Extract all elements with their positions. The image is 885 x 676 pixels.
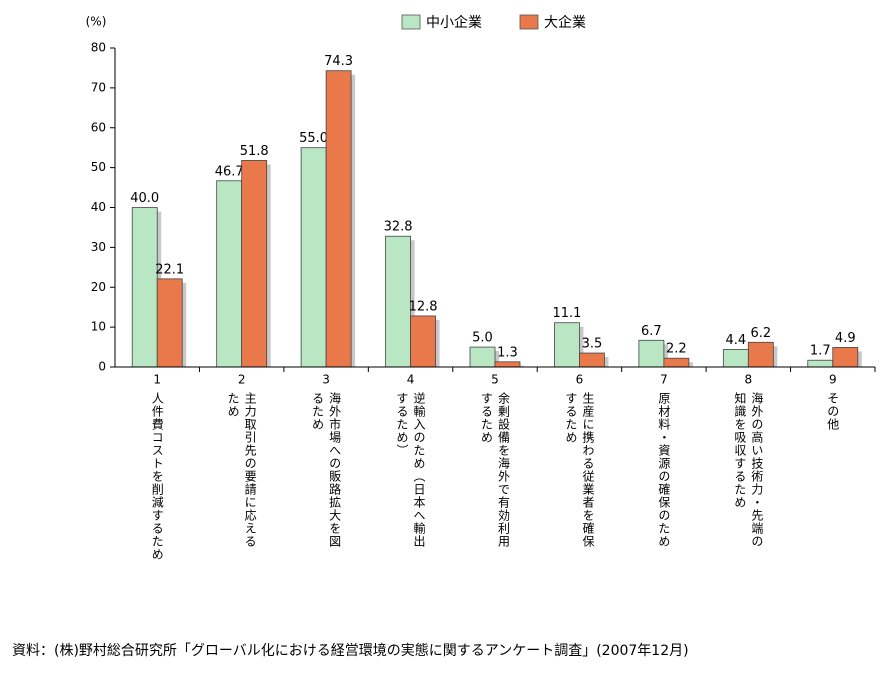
value-label: 2.2 [666, 342, 687, 357]
category-text: 余剰設備を海外で有効利用 [497, 391, 511, 548]
category-text: 逆輸入のため（日本へ輸出 [412, 391, 426, 548]
category-text: ため [226, 392, 240, 418]
bar [300, 147, 327, 368]
legend-swatch [519, 14, 539, 30]
category-text: するため） [395, 392, 409, 457]
category-text: 原材料・資源の確保のため [657, 392, 671, 548]
legend-label: 中小企業 [426, 14, 482, 31]
value-label: 6.2 [750, 326, 771, 341]
category-number: 3 [322, 373, 330, 387]
category-text: その他 [826, 392, 840, 431]
bar [663, 357, 690, 368]
bar [131, 207, 158, 368]
value-label: 51.8 [240, 144, 269, 159]
bar [579, 352, 605, 368]
value-label: 11.1 [552, 306, 581, 321]
value-label: 12.8 [409, 299, 438, 314]
value-label: 4.4 [725, 333, 746, 348]
legend-label: 大企業 [544, 14, 586, 31]
y-tick-label: 0 [98, 360, 106, 374]
value-label: 74.3 [324, 54, 353, 69]
bar [747, 341, 774, 368]
category-number: 2 [238, 373, 246, 387]
category-text: 海外市場への販路拡大を図 [328, 391, 342, 548]
legend-swatch [401, 14, 421, 30]
category-number: 6 [576, 373, 584, 387]
bar [638, 339, 665, 368]
y-tick-label: 50 [91, 160, 106, 174]
value-label: 4.9 [835, 331, 856, 346]
bar [325, 70, 352, 368]
bar [722, 349, 749, 368]
value-label: 55.0 [299, 131, 328, 146]
bar [241, 160, 268, 368]
value-label: 22.1 [155, 262, 184, 277]
bar [469, 346, 496, 368]
category-number: 4 [407, 373, 415, 387]
category-text: するため [480, 392, 494, 444]
y-unit: (%) [86, 15, 107, 29]
bar [216, 180, 243, 368]
bar [156, 278, 183, 368]
category-text: するため [564, 392, 578, 444]
category-text: 人件費コストを削減するため [150, 392, 164, 561]
category-text: 生産に携わる従業者を確保 [581, 392, 595, 548]
y-tick-label: 60 [91, 120, 106, 134]
category-number: 5 [491, 373, 499, 387]
category-number: 9 [829, 373, 837, 387]
category-number: 1 [153, 373, 161, 387]
source-note: 資料：(株)野村総合研究所「グローバル化における経営環境の実態に関するアンケート… [12, 643, 689, 659]
value-label: 1.7 [810, 344, 831, 359]
category-number: 7 [660, 373, 668, 387]
bar [385, 235, 411, 368]
category-text: るため [311, 392, 325, 431]
bar [494, 361, 521, 368]
value-label: 1.3 [497, 345, 518, 360]
value-label: 40.0 [130, 191, 159, 206]
y-tick-label: 80 [91, 41, 106, 55]
y-tick-label: 20 [91, 280, 106, 294]
y-tick-label: 10 [91, 320, 106, 334]
y-tick-label: 40 [91, 200, 106, 214]
value-label: 3.5 [582, 337, 603, 352]
y-tick-label: 30 [91, 240, 106, 254]
bar [554, 322, 580, 368]
value-label: 46.7 [215, 164, 244, 179]
category-text: 知識を吸収するため [733, 392, 747, 509]
category-text: 海外の高い技術力・先端の [750, 391, 764, 548]
bar [807, 359, 834, 368]
category-text: 主力取引先の要請に応える [243, 392, 257, 548]
value-label: 32.8 [384, 220, 413, 235]
value-label: 6.7 [641, 324, 662, 339]
bar [832, 347, 859, 368]
y-tick-label: 70 [91, 80, 106, 94]
bar [410, 315, 436, 368]
value-label: 5.0 [472, 331, 493, 346]
category-number: 8 [745, 373, 753, 387]
